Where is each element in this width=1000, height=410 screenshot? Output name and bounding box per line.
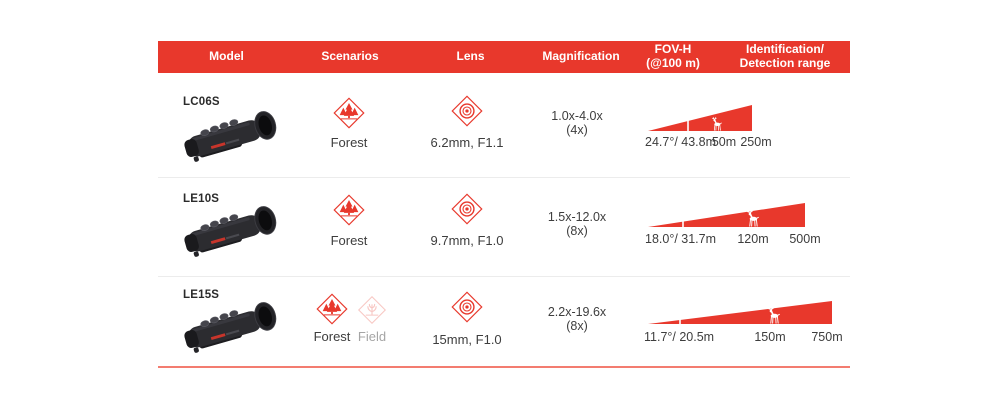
range-wedge-chart <box>648 301 832 324</box>
forest-icon <box>316 293 348 325</box>
forest-icon <box>333 194 365 226</box>
identification-range-value: 50m <box>711 135 737 149</box>
magnification-range: 1.0x-4.0x <box>551 109 603 123</box>
range-wedge-chart <box>648 105 752 131</box>
model-name: LE15S <box>183 289 220 301</box>
header-scenarios: Scenarios <box>295 49 405 64</box>
detection-range-value: 750m <box>811 330 843 344</box>
lens-icon <box>451 95 483 127</box>
header-range-line2: Detection range <box>739 56 831 70</box>
product-image <box>180 103 284 165</box>
model-name: LE10S <box>183 193 220 205</box>
magnification-spec: 1.0x-4.0x (4x) <box>527 109 627 137</box>
header-magnification: Magnification <box>536 49 626 64</box>
header-fov-line1: FOV-H <box>654 42 692 57</box>
lens-icon <box>451 193 483 225</box>
product-image <box>180 294 284 356</box>
scenario-label: Forest <box>330 135 368 150</box>
header-model: Model <box>158 49 295 64</box>
header-model-label: Model <box>209 49 244 64</box>
scenario-label: Forest <box>330 233 368 248</box>
range-wedge-chart <box>648 203 805 227</box>
magnification-spec: 1.5x-12.0x (8x) <box>527 210 627 238</box>
fov-wedge-shape <box>648 105 752 131</box>
header-scenarios-label: Scenarios <box>321 49 379 64</box>
identification-range-value: 120m <box>737 232 769 246</box>
magnification-range: 1.5x-12.0x <box>547 210 607 224</box>
identification-range-value: 150m <box>754 330 786 344</box>
header-fov: FOV-H (@100 m) <box>626 42 720 71</box>
lens-spec: 15mm, F1.0 <box>432 332 502 347</box>
table-header: Model Scenarios Lens Magnification FOV-H… <box>158 41 850 73</box>
scenario-label: Forest <box>313 329 351 344</box>
fov-wedge-shape <box>648 203 805 227</box>
model-name: LC06S <box>183 96 220 108</box>
lens-icon <box>451 291 483 323</box>
header-lens-label: Lens <box>456 49 485 64</box>
table-bottom-rule <box>158 366 850 368</box>
header-fov-line2: (@100 m) <box>646 56 700 70</box>
magnification-base: (4x) <box>566 123 588 137</box>
fov-wedge-shape <box>648 301 832 324</box>
row-separator <box>158 177 850 178</box>
row-separator <box>158 276 850 277</box>
header-range: Identification/ Detection range <box>720 42 850 71</box>
scenario-label-secondary: Field <box>357 329 387 344</box>
header-lens: Lens <box>405 49 536 64</box>
magnification-base: (8x) <box>566 224 588 238</box>
header-magnification-label: Magnification <box>542 49 620 64</box>
fov-value: 18.0°/ 31.7m <box>645 232 717 246</box>
magnification-spec: 2.2x-19.6x (8x) <box>527 305 627 333</box>
product-image <box>180 198 284 260</box>
magnification-range: 2.2x-19.6x <box>547 305 607 319</box>
detection-range-value: 250m <box>740 135 772 149</box>
fov-value: 11.7°/ 20.5m <box>644 330 715 344</box>
lens-spec: 6.2mm, F1.1 <box>430 135 504 150</box>
lens-spec: 9.7mm, F1.0 <box>430 233 504 248</box>
detection-range-value: 500m <box>789 232 821 246</box>
fov-value: 24.7°/ 43.8m <box>645 135 717 149</box>
field-icon <box>358 296 386 324</box>
magnification-base: (8x) <box>566 319 588 333</box>
forest-icon <box>333 97 365 129</box>
header-range-line1: Identification/ <box>746 42 824 57</box>
